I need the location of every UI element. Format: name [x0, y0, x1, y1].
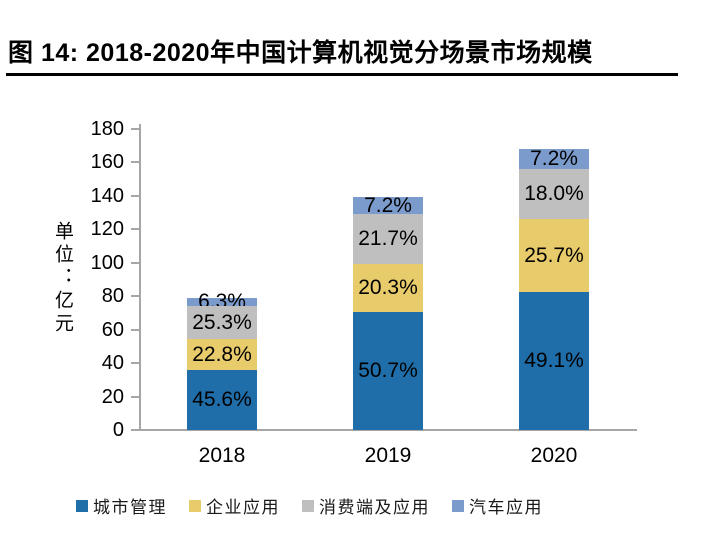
bar-segment: 7.2%: [353, 193, 423, 217]
bar-segment-label: 7.2%: [364, 193, 412, 217]
legend-label: 消费端及应用: [319, 498, 430, 518]
legend-swatch-icon: [302, 499, 314, 512]
bar-segment: 50.7%: [353, 311, 423, 430]
y-tick-mark: [131, 261, 139, 264]
y-tick-mark: [131, 295, 139, 297]
y-axis-unit-label: 单位：亿元: [52, 221, 74, 336]
y-tick-mark: [131, 161, 139, 163]
y-tick-mark: [131, 395, 139, 398]
legend-item: 汽车应用: [452, 493, 543, 518]
bar-segment-label: 21.7%: [358, 227, 418, 251]
legend-swatch-icon: [189, 499, 201, 512]
title-underline: [6, 73, 678, 76]
bar-segment-label: 45.6%: [192, 387, 252, 411]
y-tick-label: 40: [101, 352, 124, 374]
bar-segment: 7.2%: [519, 146, 589, 170]
bar-segment: 25.7%: [519, 219, 589, 292]
y-tick-mark: [131, 127, 139, 130]
legend-item: 企业应用: [189, 493, 280, 518]
y-tick-mark: [131, 362, 139, 364]
bar-segment: 49.1%: [519, 291, 589, 430]
bar-segment: 45.6%: [187, 369, 257, 430]
bar-segment-label: 49.1%: [524, 348, 584, 372]
bar-segment-label: 18.0%: [524, 182, 584, 206]
legend-swatch-icon: [452, 499, 464, 512]
legend-label: 企业应用: [206, 498, 280, 518]
legend-item: 城市管理: [76, 493, 167, 518]
y-tick-mark: [131, 228, 139, 230]
y-tick-label: 80: [101, 285, 124, 307]
figure-title: 图 14: 2018-2020年中国计算机视觉分场景市场规模: [8, 39, 593, 67]
y-tick-label: 20: [101, 385, 124, 408]
bar-segment: 6.3%: [187, 290, 257, 312]
stacked-bar-2019: 7.2% 21.7% 20.3% 50.7%: [353, 193, 423, 430]
legend: 城市管理 企业应用 消费端及应用 汽车应用: [76, 493, 543, 518]
y-tick-mark: [131, 328, 139, 331]
bar-segment-label: 20.3%: [358, 276, 418, 300]
y-axis-line: [139, 124, 141, 430]
bar-segment-label: 7.2%: [530, 146, 578, 170]
stacked-bar-2018: 6.3% 25.3% 22.8% 45.6%: [187, 290, 257, 430]
x-category-label: 2018: [198, 444, 246, 467]
bar-segment: 21.7%: [353, 213, 423, 265]
bar-segment-label: 25.7%: [524, 243, 584, 267]
y-tick-mark: [131, 429, 139, 431]
legend-item: 消费端及应用: [302, 493, 430, 518]
y-tick-label: 0: [112, 419, 124, 441]
y-tick-label: 160: [90, 151, 124, 173]
legend-label: 汽车应用: [469, 498, 543, 518]
legend-label: 城市管理: [93, 498, 167, 518]
y-tick-label: 180: [90, 117, 124, 140]
x-category-label: 2019: [364, 444, 412, 467]
bar-segment: 20.3%: [353, 264, 423, 312]
y-tick-label: 120: [90, 218, 124, 240]
y-tick-label: 100: [90, 251, 124, 274]
stacked-bar-2020: 7.2% 18.0% 25.7% 49.1%: [519, 146, 589, 430]
bar-segment: 18.0%: [519, 168, 589, 220]
y-tick-label: 140: [90, 184, 124, 207]
bar-segment: 25.3%: [187, 306, 257, 340]
bar-segment-label: 25.3%: [192, 310, 252, 334]
bar-segment: 22.8%: [187, 339, 257, 370]
bar-segment-label: 22.8%: [192, 342, 252, 366]
legend-swatch-icon: [76, 499, 88, 512]
y-tick-mark: [131, 194, 139, 197]
x-axis-line: [139, 429, 637, 431]
y-tick-label: 60: [101, 318, 124, 341]
bar-segment-label: 50.7%: [358, 358, 418, 382]
x-category-label: 2020: [530, 444, 578, 467]
